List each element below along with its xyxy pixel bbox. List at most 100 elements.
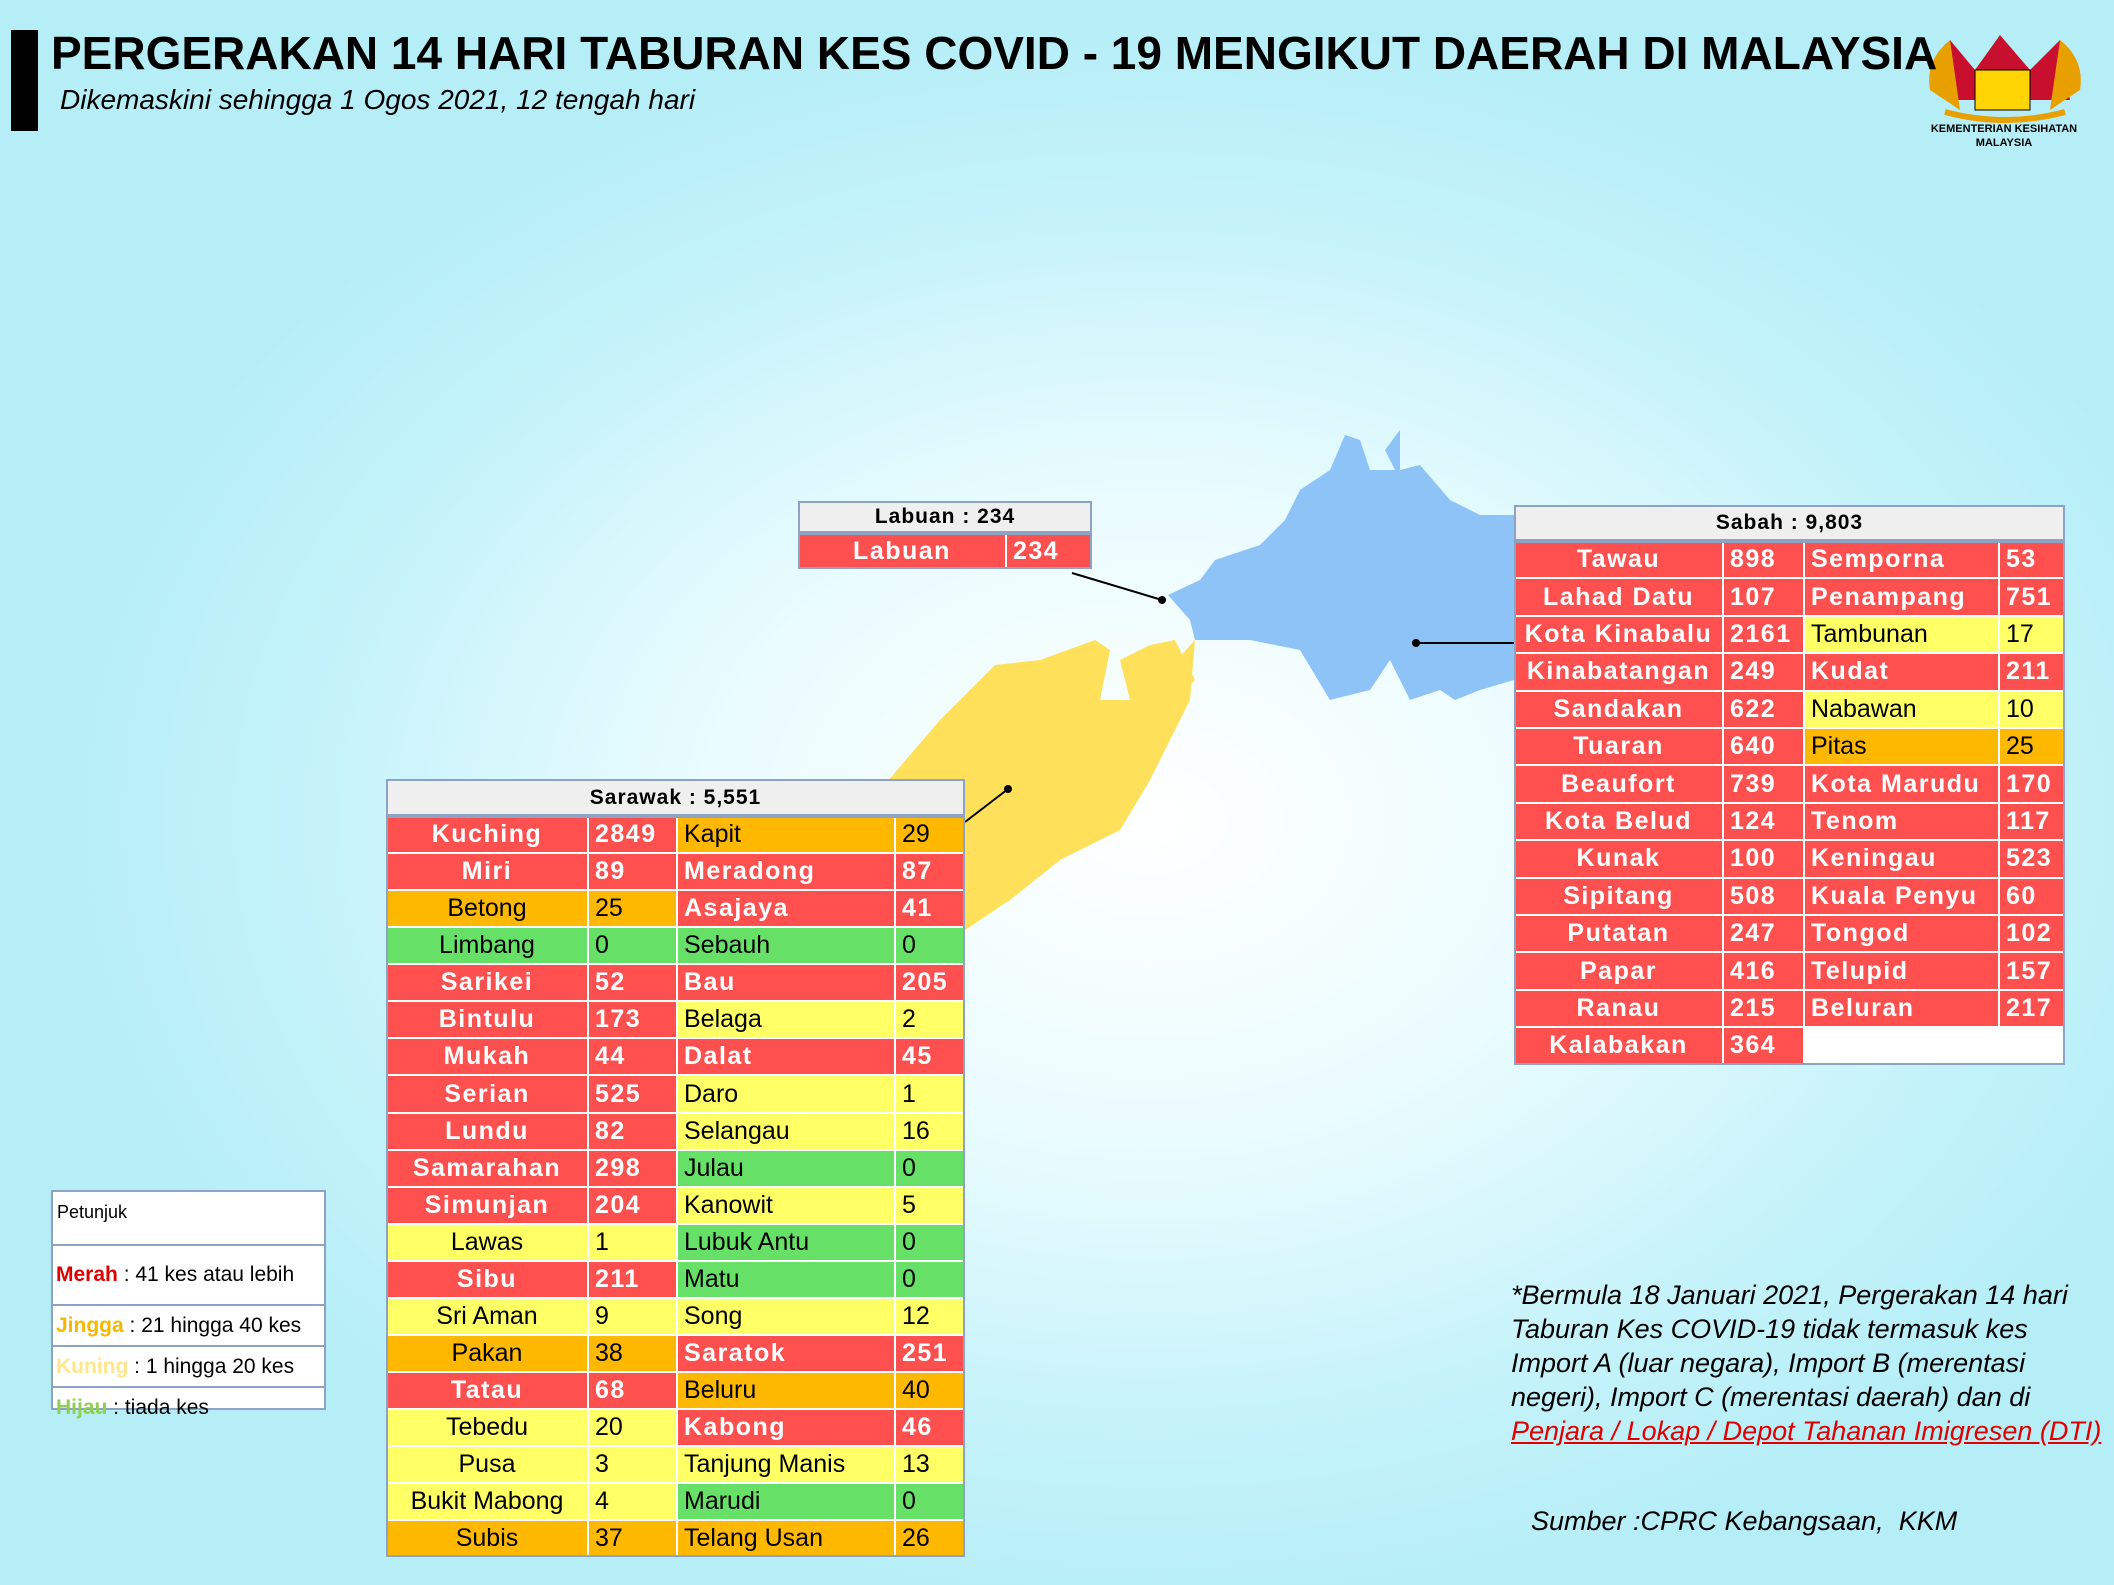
district-name: Lundu	[386, 1112, 588, 1150]
legend-label: Kuning	[56, 1355, 129, 1378]
district-name: Mukah	[386, 1038, 588, 1076]
district-cases: 251	[895, 1334, 965, 1373]
district-name: Nabawan	[1804, 690, 1999, 728]
district-name: Kalabakan	[1514, 1027, 1723, 1065]
district-cases: 13	[895, 1446, 965, 1484]
logo-caption: KEMENTERIAN KESIHATAN MALAYSIA	[1904, 122, 2104, 150]
district-name: Pitas	[1804, 728, 1999, 766]
sabah-shape	[1168, 430, 1530, 700]
leader-dot	[1158, 596, 1166, 604]
district-name: Bukit Mabong	[386, 1483, 588, 1521]
district-cases: 87	[895, 853, 965, 891]
district-name: Telupid	[1804, 952, 1999, 990]
district-name: Sebauh	[677, 927, 895, 965]
district-cases: 89	[588, 853, 677, 891]
district-cases: 117	[1999, 802, 2065, 841]
legend-item: Hijau : tiada kes	[53, 1386, 324, 1428]
district-name: Semporna	[1804, 541, 1999, 579]
district-cases: 38	[588, 1334, 677, 1373]
district-cases: 0	[895, 1483, 965, 1521]
district-cases: 508	[1723, 877, 1804, 915]
legend-text: : 41 kes atau lebih	[117, 1263, 295, 1286]
district-cases: 9	[588, 1297, 677, 1335]
district-cases: 20	[588, 1409, 677, 1447]
district-cases: 68	[588, 1372, 677, 1410]
title-bar	[11, 30, 38, 131]
district-name: Sipitang	[1514, 877, 1723, 915]
district-name: Sibu	[386, 1260, 588, 1298]
district-name: Tatau	[386, 1372, 588, 1410]
legend-text: : 1 hingga 20 kes	[128, 1355, 295, 1378]
district-name: Kuching	[386, 816, 588, 854]
district-cases: 211	[1999, 653, 2065, 691]
district-cases: 739	[1723, 765, 1804, 803]
district-cases: 1	[895, 1075, 965, 1113]
district-name: Tanjung Manis	[677, 1446, 895, 1484]
leader-line	[1071, 572, 1163, 601]
district-name: Tuaran	[1514, 728, 1723, 766]
district-name: Subis	[386, 1520, 588, 1558]
district-cases: 0	[895, 1260, 965, 1298]
district-name: Belaga	[677, 1001, 895, 1039]
district-name: Dalat	[677, 1038, 895, 1076]
district-name: Asajaya	[677, 890, 895, 928]
district-cases: 1	[588, 1223, 677, 1261]
district-name: Telang Usan	[677, 1520, 895, 1558]
district-cases: 107	[1723, 578, 1804, 616]
district-name: Kabong	[677, 1409, 895, 1447]
district-cases: 25	[1999, 728, 2065, 766]
district-cases: 0	[895, 927, 965, 965]
district-name: Meradong	[677, 853, 895, 891]
district-cases: 4	[588, 1483, 677, 1521]
district-cases: 60	[1999, 877, 2065, 915]
district-cases: 0	[895, 1223, 965, 1261]
table-title: Sarawak : 5,551	[386, 779, 965, 816]
district-name: Tongod	[1804, 915, 1999, 953]
district-cases: 0	[895, 1149, 965, 1187]
legend-label: Jingga	[56, 1314, 124, 1337]
district-cases: 247	[1723, 915, 1804, 953]
district-cases: 25	[588, 890, 677, 928]
district-cases: 525	[588, 1075, 677, 1113]
note-link: Penjara / Lokap / Depot Tahanan Imigrese…	[1511, 1416, 2102, 1446]
district-cases: 102	[1999, 915, 2065, 953]
district-cases: 0	[588, 927, 677, 965]
district-cases: 204	[588, 1186, 677, 1224]
district-cases: 173	[588, 1001, 677, 1039]
district-name: Beluru	[677, 1372, 895, 1410]
district-name: Labuan	[798, 533, 1006, 569]
district-cases: 157	[1999, 952, 2065, 990]
table-title: Labuan : 234	[798, 501, 1092, 533]
district-cases: 234	[1006, 533, 1092, 569]
district-cases: 82	[588, 1112, 677, 1150]
district-cases: 2161	[1723, 615, 1804, 654]
district-name: Saratok	[677, 1334, 895, 1373]
district-cases: 52	[588, 964, 677, 1002]
district-cases: 170	[1999, 765, 2065, 803]
district-name: Kota Kinabalu	[1514, 615, 1723, 654]
table-title: Sabah : 9,803	[1514, 505, 2065, 541]
source: Sumber :CPRC Kebangsaan, KKM	[1531, 1506, 1958, 1536]
district-cases: 26	[895, 1520, 965, 1558]
district-cases: 298	[588, 1149, 677, 1187]
district-name: Papar	[1514, 952, 1723, 990]
note-text: *Bermula 18 Januari 2021, Pergerakan 14 …	[1511, 1280, 2068, 1412]
district-name: Tawau	[1514, 541, 1723, 579]
district-cases: 12	[895, 1297, 965, 1335]
district-name: Kapit	[677, 816, 895, 854]
district-cases: 10	[1999, 690, 2065, 728]
district-name: Beaufort	[1514, 765, 1723, 803]
district-name: Song	[677, 1297, 895, 1335]
legend-item: Merah : 41 kes atau lebih	[53, 1244, 324, 1304]
district-cases: 523	[1999, 840, 2065, 878]
district-cases: 205	[895, 964, 965, 1002]
legend-title: Petunjuk	[57, 1202, 128, 1222]
legend: Petunjuk Merah : 41 kes atau lebih Jingga…	[51, 1190, 326, 1419]
district-cases: 217	[1999, 989, 2065, 1028]
district-name: Putatan	[1514, 915, 1723, 953]
district-name	[1804, 1027, 1999, 1065]
district-name: Daro	[677, 1075, 895, 1113]
title: PERGERAKAN 14 HARI TABURAN KES COVID - 1…	[51, 27, 1938, 79]
district-name: Lahad Datu	[1514, 578, 1723, 616]
district-name: Simunjan	[386, 1186, 588, 1224]
